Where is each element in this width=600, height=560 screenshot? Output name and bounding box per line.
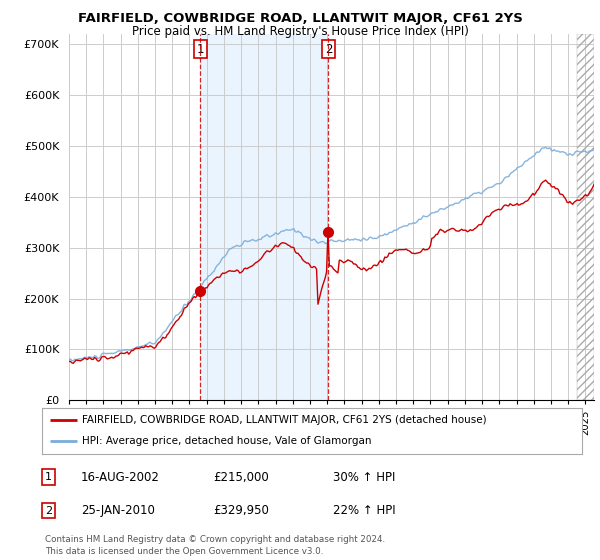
Text: £329,950: £329,950 (213, 504, 269, 517)
Text: 22% ↑ HPI: 22% ↑ HPI (333, 504, 395, 517)
Text: 25-JAN-2010: 25-JAN-2010 (81, 504, 155, 517)
Text: 1: 1 (45, 472, 52, 482)
Text: 16-AUG-2002: 16-AUG-2002 (81, 470, 160, 484)
Text: Contains HM Land Registry data © Crown copyright and database right 2024.
This d: Contains HM Land Registry data © Crown c… (45, 535, 385, 556)
Text: 30% ↑ HPI: 30% ↑ HPI (333, 470, 395, 484)
Text: HPI: Average price, detached house, Vale of Glamorgan: HPI: Average price, detached house, Vale… (83, 436, 372, 446)
Text: 1: 1 (196, 43, 204, 56)
Text: £215,000: £215,000 (213, 470, 269, 484)
Text: FAIRFIELD, COWBRIDGE ROAD, LLANTWIT MAJOR, CF61 2YS (detached house): FAIRFIELD, COWBRIDGE ROAD, LLANTWIT MAJO… (83, 415, 487, 425)
Text: FAIRFIELD, COWBRIDGE ROAD, LLANTWIT MAJOR, CF61 2YS: FAIRFIELD, COWBRIDGE ROAD, LLANTWIT MAJO… (77, 12, 523, 25)
Text: 2: 2 (325, 43, 332, 56)
Text: Price paid vs. HM Land Registry's House Price Index (HPI): Price paid vs. HM Land Registry's House … (131, 25, 469, 38)
Text: 2: 2 (45, 506, 52, 516)
Bar (200, 34, 328, 400)
Bar (577, 34, 594, 400)
